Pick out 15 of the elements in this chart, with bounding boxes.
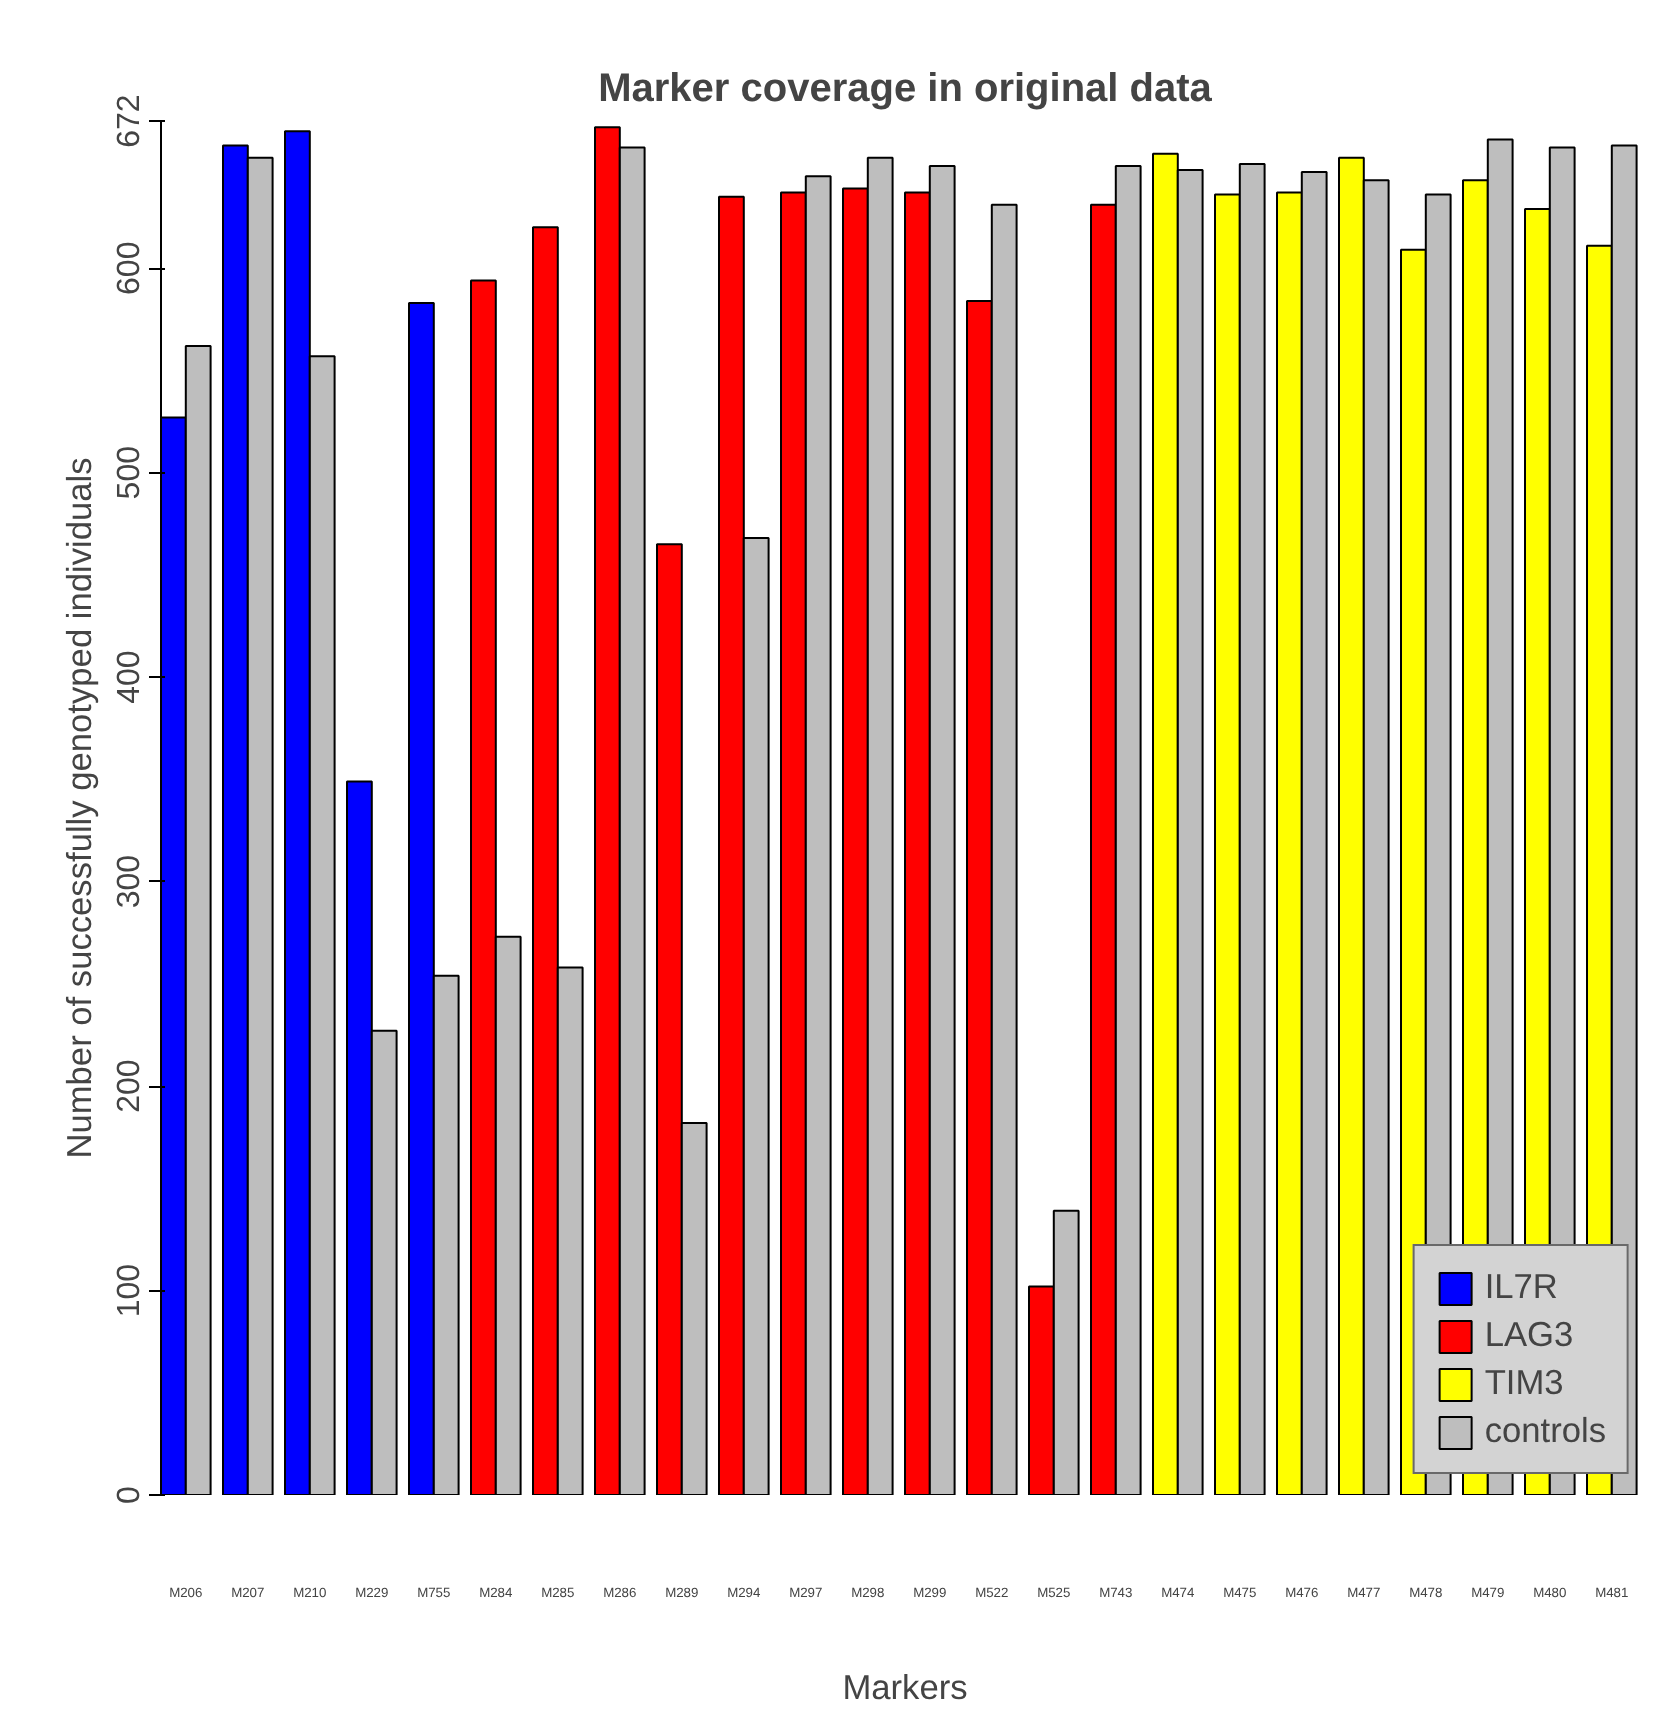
chart-title: Marker coverage in original data (598, 67, 1214, 111)
y-tick-label: 100 (113, 1263, 147, 1318)
x-axis-title: Markers (842, 1667, 969, 1707)
y-tick-label: 672 (113, 94, 147, 148)
legend-label: IL7R (1484, 1266, 1558, 1308)
y-tick-label: 600 (113, 241, 147, 295)
y-tick-label: 500 (113, 445, 147, 500)
legend-label: TIM3 (1484, 1362, 1564, 1404)
y-tick-label: 400 (113, 650, 147, 704)
legend-label: LAG3 (1484, 1314, 1574, 1356)
y-tick-label: 300 (113, 854, 147, 909)
y-axis-title: Number of successfully genotyped individuals (59, 456, 99, 1159)
y-tick-label: 0 (113, 1485, 147, 1504)
legend-label: controls (1484, 1410, 1606, 1452)
y-tick-label: 200 (113, 1059, 147, 1113)
